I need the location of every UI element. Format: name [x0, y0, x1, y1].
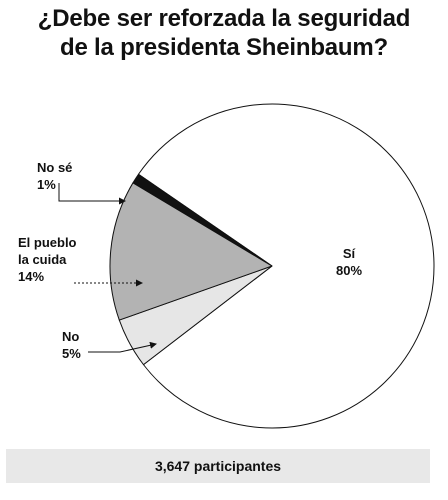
- chart-title-line-2: de la presidenta Sheinbaum?: [59, 34, 388, 61]
- slice-label-no: No 5%: [62, 329, 81, 361]
- participants-footer: 3,647 participantes: [6, 449, 430, 483]
- chart-title-line-1: ¿Debe ser reforzada la seguridad: [37, 5, 411, 32]
- slice-label-si: Sí 80%: [336, 246, 362, 278]
- pie-slice-el-pueblo-la-cuida: [109, 182, 273, 321]
- slice-label-no-se: No sé 1%: [37, 160, 72, 192]
- slice-pointer-no: [88, 341, 157, 353]
- participants-count: 3,647 participantes: [154, 458, 282, 474]
- pie-slice-si: [137, 103, 435, 429]
- pie-slice-no-se: [132, 173, 273, 267]
- chart-title: ¿Debe ser reforzada la seguridad de la p…: [6, 4, 442, 62]
- slice-pointer-no-se: [58, 183, 126, 205]
- slice-label-el-pueblo-la-cuida: El pueblo la cuida 14%: [18, 235, 77, 284]
